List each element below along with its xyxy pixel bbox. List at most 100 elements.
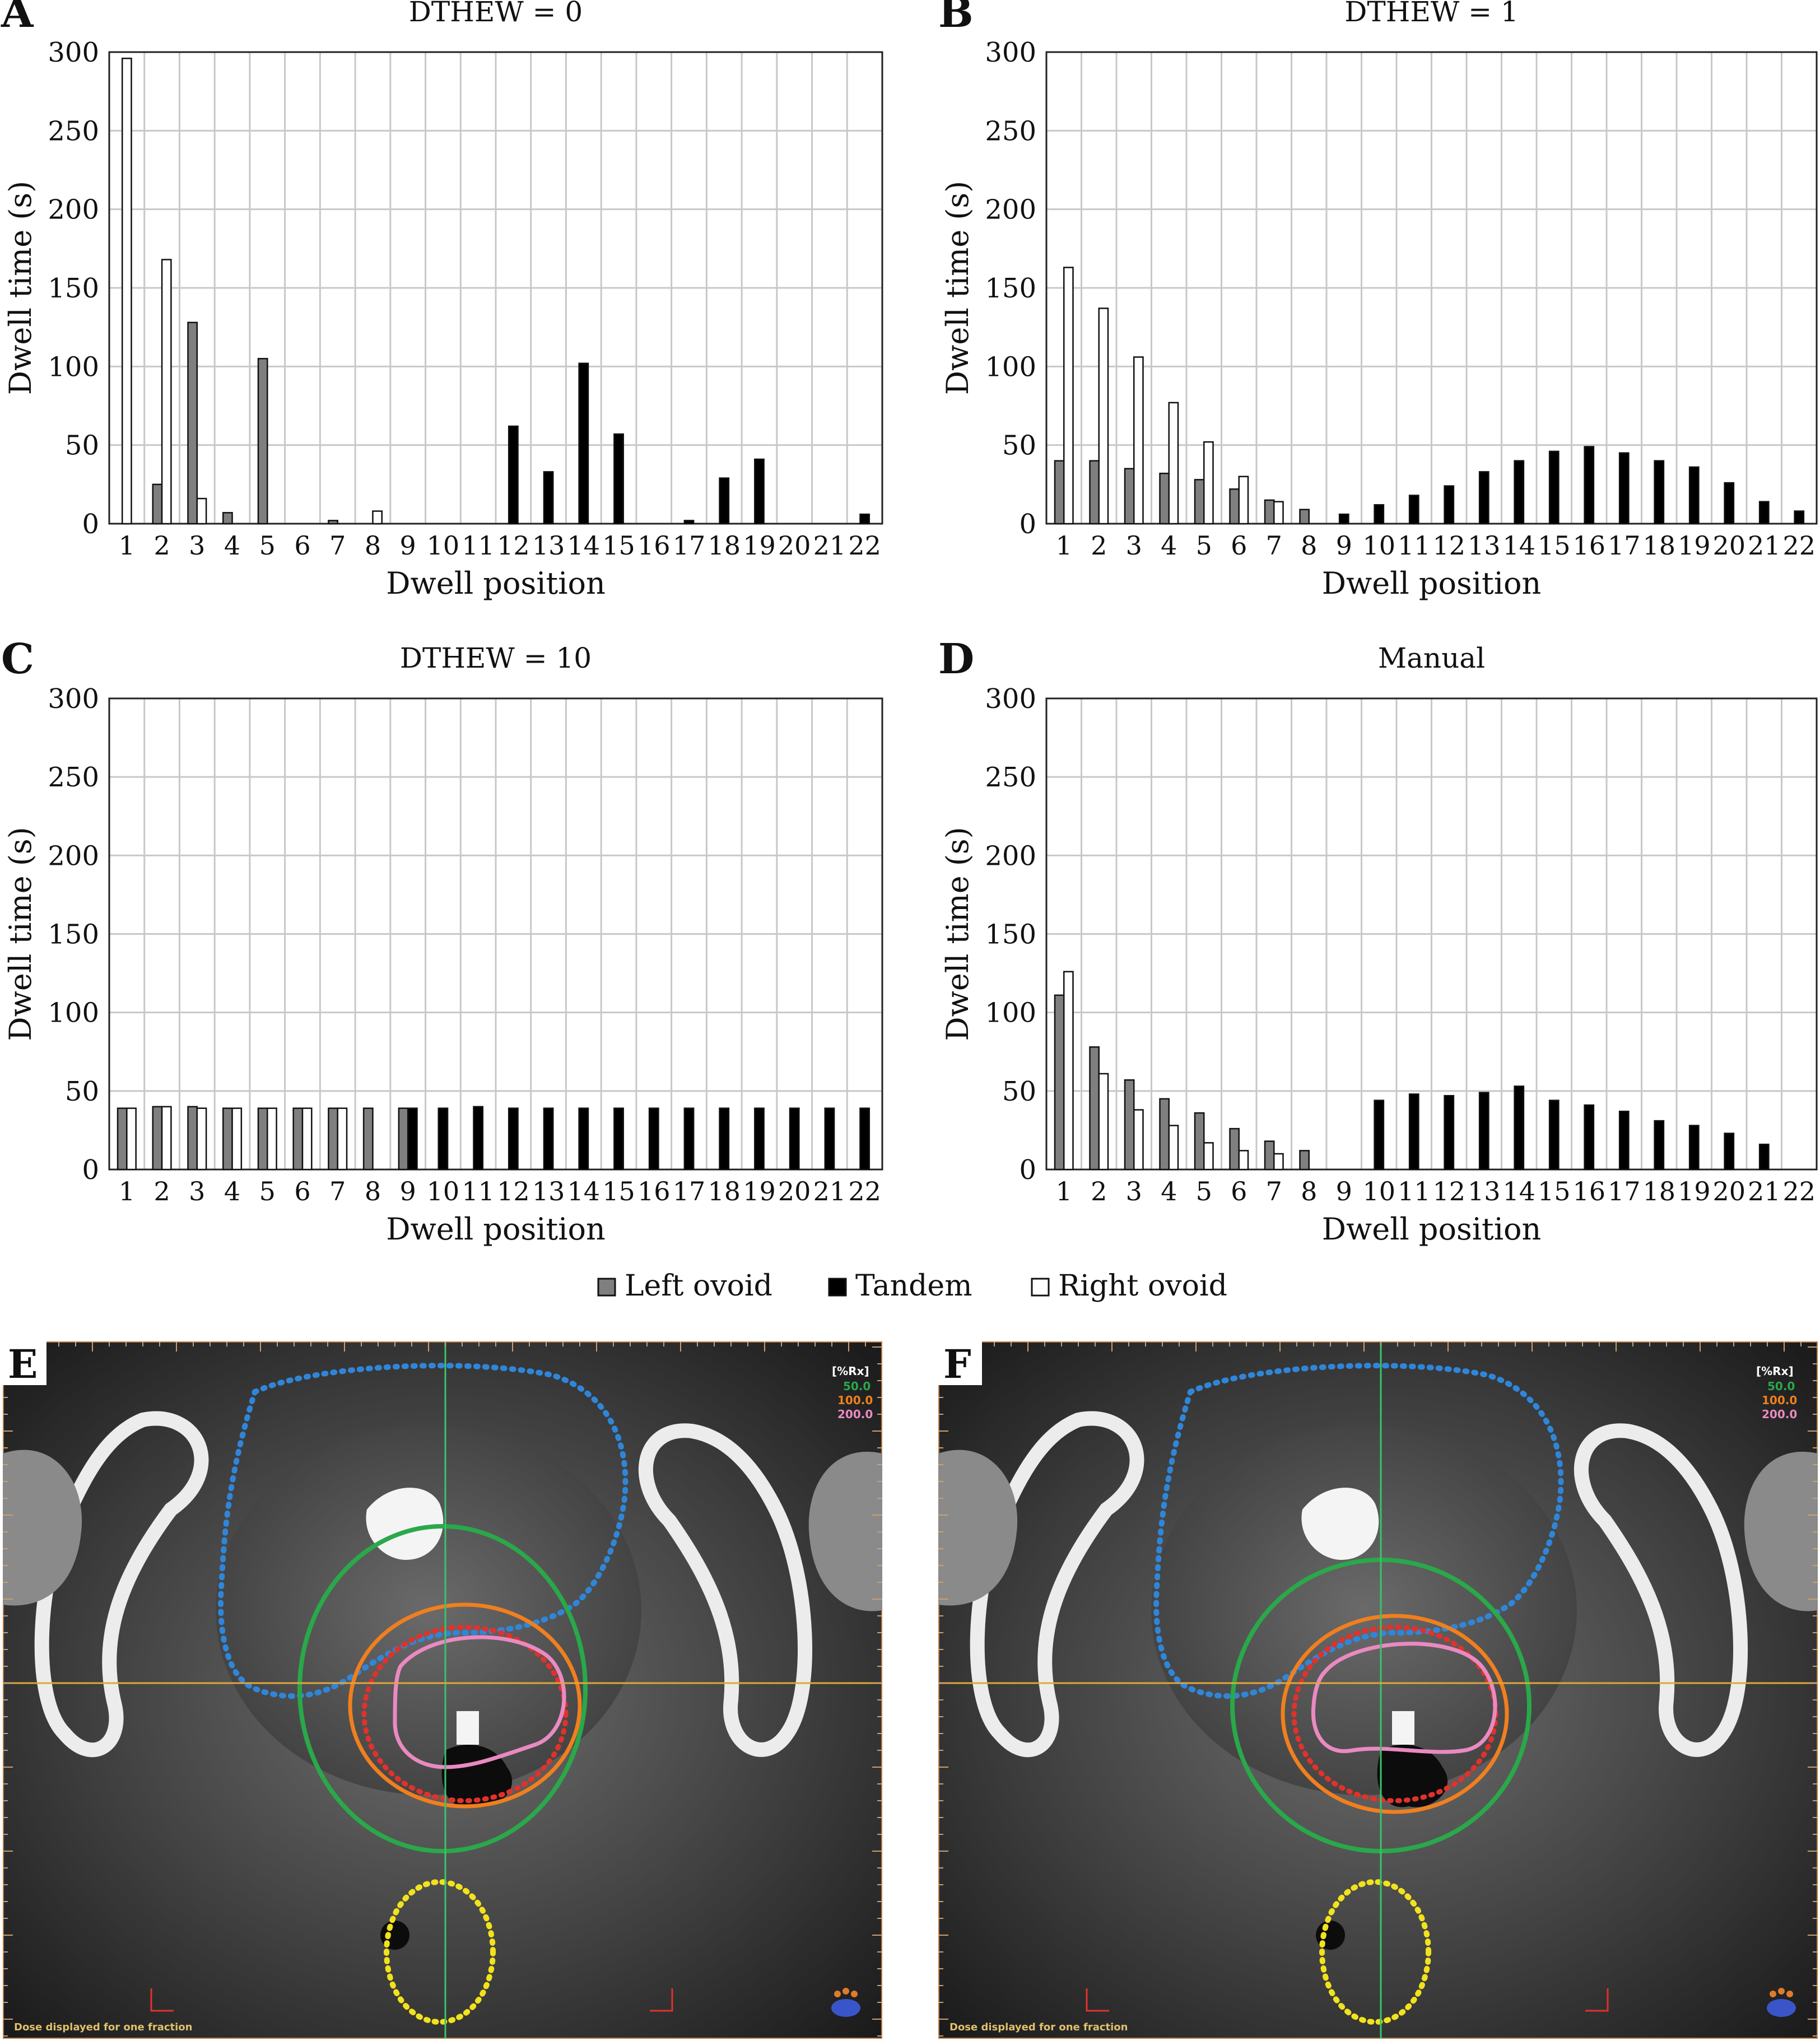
plot-frame bbox=[1045, 51, 1818, 525]
bar-left-ovoid bbox=[257, 358, 268, 525]
x-tick-label: 1 bbox=[119, 530, 135, 561]
x-tick-label: 9 bbox=[400, 1176, 416, 1206]
isodose-200-line bbox=[1311, 1642, 1497, 1754]
x-tick-label: 14 bbox=[567, 530, 601, 561]
bar-tandem bbox=[1618, 452, 1630, 525]
bar-right-ovoid bbox=[301, 1107, 313, 1171]
bar-tandem bbox=[508, 1107, 519, 1171]
bar-tandem bbox=[1724, 482, 1735, 525]
bar-tandem bbox=[1444, 485, 1455, 525]
ct-panel-label-box bbox=[3, 1341, 46, 1385]
x-tick-label: 13 bbox=[1468, 530, 1501, 561]
bar-tandem bbox=[407, 1107, 418, 1171]
bar-left-ovoid bbox=[187, 321, 198, 525]
y-axis-label: Dwell time (s) bbox=[940, 827, 975, 1041]
y-tick-label: 150 bbox=[48, 919, 99, 950]
y-tick-label: 0 bbox=[82, 1154, 99, 1186]
x-tick-label: 4 bbox=[224, 1176, 240, 1206]
iso-legend-200: 200.0 bbox=[1762, 1408, 1797, 1421]
y-tick-label: 200 bbox=[48, 194, 99, 226]
y-tick-label: 100 bbox=[985, 351, 1036, 383]
x-tick-label: 9 bbox=[1336, 530, 1352, 561]
bar-tandem bbox=[859, 1107, 871, 1171]
x-tick-label: 7 bbox=[329, 1176, 346, 1206]
bar-left-ovoid bbox=[1159, 1098, 1170, 1171]
isodose-100-line bbox=[1281, 1614, 1509, 1814]
x-tick-label: 1 bbox=[1056, 530, 1072, 561]
y-axis-label: Dwell time (s) bbox=[3, 181, 38, 395]
bar-tandem bbox=[1338, 513, 1349, 525]
bar-tandem bbox=[473, 1106, 484, 1171]
bar-tandem bbox=[683, 1107, 695, 1171]
rectum-contour bbox=[1319, 1879, 1431, 2025]
bar-tandem bbox=[1654, 460, 1665, 525]
x-tick-label: 17 bbox=[673, 530, 706, 561]
bar-left-ovoid bbox=[152, 1106, 163, 1171]
gas-pocket bbox=[1377, 1745, 1448, 1807]
gas-pocket bbox=[441, 1745, 513, 1807]
y-tick-label: 150 bbox=[48, 273, 99, 304]
isodose-100-line bbox=[348, 1602, 582, 1809]
bar-right-ovoid bbox=[161, 259, 172, 525]
x-tick-label: 21 bbox=[813, 1176, 846, 1206]
y-tick-label: 0 bbox=[1019, 509, 1036, 540]
x-tick-label: 5 bbox=[259, 1176, 276, 1206]
chart-legend: Left ovoid Tandem Right ovoid bbox=[597, 1269, 1227, 1303]
ct-footer: Dose displayed for one fraction bbox=[949, 2021, 1128, 2033]
y-tick-label: 100 bbox=[985, 998, 1036, 1029]
x-tick-label: 10 bbox=[1362, 530, 1395, 561]
y-tick-label: 200 bbox=[985, 194, 1036, 226]
bar-tandem bbox=[1478, 1092, 1489, 1171]
x-tick-label: 4 bbox=[1161, 530, 1177, 561]
legend-swatch-tandem bbox=[828, 1278, 847, 1297]
right-pelvic-bone bbox=[638, 1423, 813, 1757]
x-tick-label: 17 bbox=[1608, 530, 1641, 561]
orientation-icon bbox=[831, 1988, 860, 2017]
bar-left-ovoid bbox=[1299, 509, 1310, 525]
bar-tandem bbox=[859, 513, 871, 525]
ct-panel-letter: E bbox=[8, 1341, 38, 1387]
y-tick-label: 300 bbox=[48, 683, 99, 715]
isodose-200-line bbox=[393, 1635, 566, 1769]
corner-marker-right bbox=[1585, 1988, 1609, 2012]
x-tick-label: 1 bbox=[1056, 1176, 1072, 1206]
x-tick-label: 20 bbox=[778, 530, 811, 561]
x-tick-label: 9 bbox=[400, 530, 416, 561]
bar-right-ovoid bbox=[196, 497, 207, 525]
soft-tissue-uterus bbox=[1151, 1425, 1577, 1795]
x-tick-label: 20 bbox=[1712, 1176, 1745, 1206]
x-tick-label: 10 bbox=[427, 530, 460, 561]
y-tick-label: 100 bbox=[48, 998, 99, 1029]
bar-tandem bbox=[1618, 1111, 1630, 1171]
right-pelvic-bone bbox=[1574, 1423, 1748, 1757]
bar-left-ovoid bbox=[328, 1107, 338, 1171]
x-tick-label: 5 bbox=[259, 530, 276, 561]
x-tick-label: 6 bbox=[1231, 530, 1247, 561]
bladder-contour bbox=[218, 1363, 629, 1699]
bar-left-ovoid bbox=[1229, 488, 1240, 525]
x-tick-label: 21 bbox=[813, 530, 846, 561]
x-tick-label: 7 bbox=[1266, 530, 1282, 561]
x-tick-label: 11 bbox=[462, 530, 495, 561]
corner-marker-left bbox=[1086, 1988, 1109, 2012]
bar-tandem bbox=[1374, 1099, 1385, 1171]
y-tick-label: 250 bbox=[985, 762, 1036, 793]
bar-tandem bbox=[1654, 1120, 1665, 1171]
x-tick-label: 8 bbox=[365, 1176, 381, 1206]
bar-tandem bbox=[754, 458, 765, 525]
ct-panel-label-box bbox=[938, 1341, 982, 1385]
bar-tandem bbox=[578, 1107, 589, 1171]
bar-left-ovoid bbox=[1194, 1112, 1205, 1171]
x-tick-label: 17 bbox=[1608, 1176, 1641, 1206]
y-tick-label: 0 bbox=[82, 509, 99, 540]
x-tick-label: 9 bbox=[1336, 1176, 1352, 1206]
bar-tandem bbox=[1724, 1133, 1735, 1171]
legend-label-right-ovoid: Right ovoid bbox=[1058, 1269, 1227, 1303]
x-tick-label: 19 bbox=[1678, 530, 1711, 561]
x-tick-label: 11 bbox=[462, 1176, 495, 1206]
x-tick-label: 20 bbox=[778, 1176, 811, 1206]
bar-tandem bbox=[719, 477, 730, 525]
rectum-contour bbox=[384, 1879, 496, 2025]
x-tick-label: 19 bbox=[743, 1176, 776, 1206]
bladder-contour bbox=[1153, 1363, 1564, 1699]
